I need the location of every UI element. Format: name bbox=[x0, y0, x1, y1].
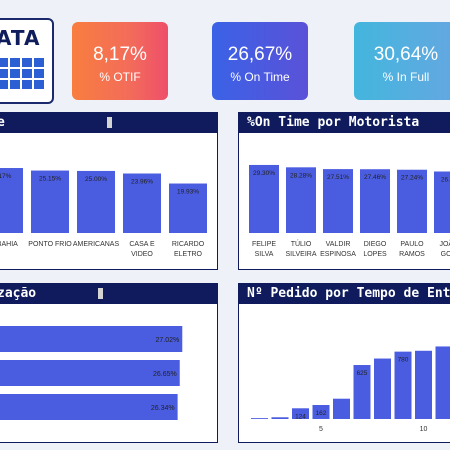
category-tick-label: ESPINOSA bbox=[320, 251, 356, 258]
bar bbox=[31, 170, 69, 233]
category-tick-label: GOM bbox=[441, 251, 450, 258]
bar bbox=[394, 351, 412, 419]
chart-motorista: 29.30% FELIPE SILVA 28.28% TÚLIO SILVEIRA 27.5… bbox=[249, 164, 450, 258]
panel-on-time-motorista: %On Time por Motorista 29.30% FELIPE SILVA… bbox=[238, 112, 450, 270]
kpi-card-otif: 8,17% % OTIF bbox=[72, 22, 168, 100]
bar-value-label: 780 bbox=[398, 357, 409, 364]
panel-pedido-tempo-entrega: Nº Pedido por Tempo de Ent 124 162 625 780 5… bbox=[238, 283, 450, 443]
category-tick-label: FELIPE bbox=[252, 241, 276, 248]
kpi-card-in-full: 30,64% % In Full bbox=[354, 22, 450, 100]
bar bbox=[169, 183, 207, 233]
bar-value-label: 26.65% bbox=[153, 371, 177, 378]
category-tick-label: VIDEO bbox=[131, 251, 153, 258]
kpi-value: 26,67% bbox=[227, 44, 293, 65]
bar-value-label: 26.48 bbox=[441, 176, 450, 183]
category-tick-label: PONTO FRIO bbox=[28, 241, 72, 248]
x-tick-label: 5 bbox=[319, 426, 323, 433]
chart-cliente: .17% S BAHIA 25.15% PONTO FRIO 25.00% AMERICA… bbox=[0, 168, 207, 258]
panel-title: zação bbox=[0, 284, 217, 304]
bar bbox=[435, 346, 450, 419]
bar bbox=[374, 358, 391, 419]
bar bbox=[333, 398, 350, 419]
bar bbox=[434, 171, 450, 233]
bar bbox=[360, 169, 390, 233]
bar-value-label: 27.46% bbox=[364, 174, 386, 181]
logo: ATA bbox=[0, 18, 54, 104]
kpi-label: % On Time bbox=[230, 70, 290, 84]
scroll-thumb[interactable] bbox=[107, 117, 112, 128]
x-tick-label: 10 bbox=[420, 426, 428, 433]
category-tick-label: S BAHIA bbox=[0, 241, 18, 248]
bar bbox=[249, 164, 279, 233]
bar-value-label: 29.30% bbox=[253, 170, 275, 177]
category-tick-label: AMERICANAS bbox=[73, 241, 120, 248]
category-tick-label: VALDIR bbox=[326, 241, 351, 248]
bar bbox=[286, 167, 316, 233]
bar bbox=[271, 417, 289, 419]
bar-value-label: 28.28% bbox=[290, 172, 312, 179]
category-tick-label: RICARDO bbox=[172, 241, 205, 248]
bar bbox=[415, 350, 432, 419]
category-tick-label: LOPES bbox=[363, 251, 387, 258]
bar-value-label: 27.24% bbox=[401, 175, 423, 182]
category-tick-label: SILVEIRA bbox=[286, 251, 317, 258]
category-tick-label: SILVA bbox=[255, 251, 274, 258]
bar-value-label: 26.34% bbox=[151, 405, 175, 412]
bar-value-label: .17% bbox=[0, 173, 12, 180]
bar bbox=[292, 408, 309, 419]
bar-value-label: 625 bbox=[357, 370, 368, 377]
category-tick-label: CASA E bbox=[129, 241, 155, 248]
bar bbox=[0, 326, 183, 352]
logo-text: ATA bbox=[0, 26, 41, 50]
panel-title: Nº Pedido por Tempo de Ent bbox=[239, 284, 450, 304]
bar bbox=[0, 360, 180, 386]
bar-value-label: 162 bbox=[316, 410, 327, 417]
logo-grid-icon bbox=[0, 58, 48, 89]
kpi-label: % OTIF bbox=[99, 70, 141, 84]
bar bbox=[251, 418, 268, 419]
category-tick-label: JOÃO bbox=[439, 239, 450, 248]
bar bbox=[312, 405, 330, 419]
chart-pedido: 124 162 625 780 5 10 bbox=[251, 346, 450, 433]
category-tick-label: ELETRO bbox=[174, 251, 203, 258]
kpi-label: % In Full bbox=[382, 70, 430, 84]
category-tick-label: PAULO bbox=[400, 241, 424, 248]
panel-title: %On Time por Motorista bbox=[239, 113, 450, 133]
kpi-value: 30,64% bbox=[373, 44, 439, 65]
category-tick-label: RAMOS bbox=[399, 251, 425, 258]
chart-localizacao: 27.02% 26.65% 26.34% bbox=[0, 326, 183, 420]
bar bbox=[0, 394, 178, 420]
bar bbox=[77, 170, 115, 233]
bar bbox=[323, 169, 353, 233]
category-tick-label: DIEGO bbox=[364, 241, 387, 248]
bar bbox=[397, 169, 427, 233]
bar-value-label: 27.02% bbox=[156, 337, 180, 344]
bar-value-label: 27.51% bbox=[327, 174, 349, 181]
kpi-value: 8,17% bbox=[93, 44, 147, 65]
bar bbox=[0, 168, 23, 233]
panel-otif-cliente: e .17%S BAHIA25.15%PONTO FRIO25.00%AMERI… bbox=[0, 112, 218, 270]
bar-value-label: 25.15% bbox=[39, 176, 61, 183]
category-tick-label: TÚLIO bbox=[291, 239, 312, 248]
bar bbox=[353, 365, 371, 419]
bar-value-label: 25.00% bbox=[85, 176, 107, 183]
kpi-card-on-time: 26,67% % On Time bbox=[212, 22, 308, 100]
bar-value-label: 124 bbox=[295, 413, 306, 420]
bar-value-label: 23.96% bbox=[131, 179, 153, 186]
scroll-thumb[interactable] bbox=[98, 288, 103, 299]
bar-value-label: 19.93% bbox=[177, 189, 199, 196]
panel-localizacao: zação 27.02% 26.65% 26.34% bbox=[0, 283, 218, 443]
bar bbox=[123, 173, 161, 233]
